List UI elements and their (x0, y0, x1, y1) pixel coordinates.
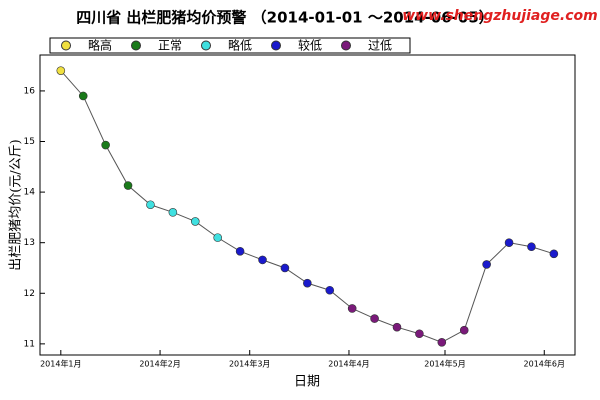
x-tick-label: 2014年1月 (40, 359, 81, 369)
price-point (347, 304, 357, 313)
legend-label: 正常 (158, 39, 182, 53)
price-point (56, 66, 66, 75)
price-point (213, 233, 222, 242)
price-point (280, 263, 290, 273)
x-tick-label: 2014年5月 (424, 359, 465, 369)
x-tick-label: 2014年3月 (229, 359, 270, 369)
x-tick-label: 2014年4月 (328, 359, 369, 369)
legend-label: 略低 (228, 38, 252, 53)
legend-marker (341, 40, 351, 51)
legend-marker (131, 40, 141, 51)
price-point (325, 285, 335, 295)
y-tick-label: 11 (24, 339, 35, 349)
chart-title: 四川省 出栏肥猪均价预警 （2014-01-01 ～2014-06-05） (76, 9, 494, 27)
price-point (459, 325, 469, 335)
plot-frame (39, 54, 576, 356)
price-point (415, 329, 424, 339)
y-tick-label: 12 (24, 289, 35, 299)
legend-marker (61, 40, 71, 51)
price-point (258, 255, 267, 265)
price-point (392, 322, 402, 332)
x-tick-label: 2014年2月 (139, 359, 180, 369)
price-point (437, 338, 447, 347)
price-point (146, 200, 155, 210)
legend-marker (271, 40, 281, 51)
price-point (482, 260, 491, 269)
y-axis-label: 出栏肥猪均价(元/公斤) (9, 139, 24, 271)
price-point (527, 242, 536, 252)
price-point (504, 238, 514, 247)
price-point (235, 246, 245, 256)
price-point (123, 181, 133, 190)
legend-label: 过低 (368, 39, 392, 53)
y-tick-label: 14 (24, 188, 36, 198)
price-point (168, 208, 178, 217)
legend-box (49, 37, 411, 54)
y-tick-label: 15 (24, 137, 35, 147)
price-point (549, 249, 559, 259)
price-point (190, 217, 200, 226)
price-point (370, 314, 379, 323)
x-tick-label: 2014年6月 (524, 359, 565, 369)
x-axis-label: 日期 (294, 375, 320, 390)
legend-label: 略高 (88, 38, 112, 53)
price-point (303, 278, 312, 288)
price-point (101, 140, 110, 150)
legend-marker (201, 40, 211, 51)
y-tick-label: 16 (24, 86, 36, 96)
price-point (78, 91, 88, 101)
watermark: www.shengzhujiage.com (402, 8, 597, 24)
legend-label: 较低 (298, 38, 322, 53)
y-tick-label: 13 (24, 238, 35, 248)
